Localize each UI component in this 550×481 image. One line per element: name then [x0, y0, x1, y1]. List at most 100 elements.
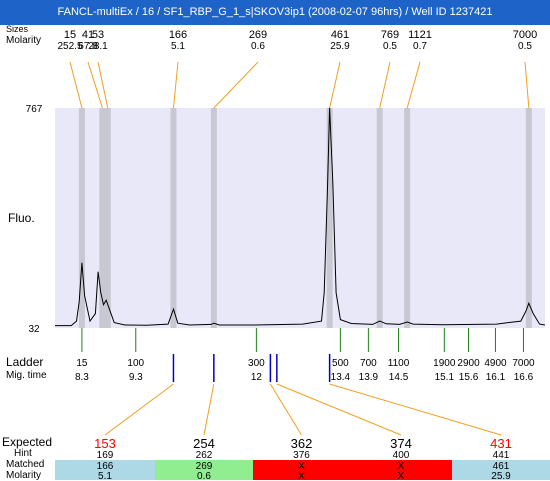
expected-size: 254 [193, 436, 215, 451]
ladder-label: Ladder [6, 355, 44, 369]
peak-molarity-label: 0.7 [413, 41, 427, 52]
expected-callout-line [104, 383, 174, 436]
plot-area [55, 108, 545, 328]
molarity-value: X [298, 471, 305, 480]
molarity-label: Molarity [6, 35, 42, 46]
hint-value: 400 [393, 450, 410, 461]
peak-callout-line [87, 61, 103, 109]
peak-callout-line [524, 61, 530, 109]
peak-size-label: 269 [249, 29, 267, 41]
match-status-cell [55, 460, 155, 480]
matched-value: X [298, 461, 305, 472]
ladder-migtime-label: 8.3 [75, 372, 89, 383]
fluorescence-trace [55, 107, 546, 327]
peak-band [210, 108, 217, 328]
expected-label: Expected [2, 435, 53, 449]
expected-callout-line [276, 383, 402, 436]
peak-molarity-label: 0.6 [251, 41, 265, 52]
ladder-migtime-label: 16.6 [514, 372, 534, 383]
molarity-value: X [398, 471, 405, 480]
peak-molarity-label: 0.5 [518, 41, 532, 52]
matched-value: 269 [196, 461, 213, 472]
window-title: FANCL-multiEx / 16 / SF1_RBP_G_1_s|SKOV3… [0, 0, 550, 25]
peak-size-label: 41 [82, 29, 94, 41]
peak-band [376, 108, 383, 328]
ladder-size-label: 300 [248, 358, 265, 369]
ladder-size-label: 100 [127, 358, 144, 369]
ladder-migtime-label: 16.1 [486, 372, 506, 383]
peak-size-label: 461 [331, 29, 349, 41]
molarity-value: 0.6 [197, 471, 211, 480]
mig-time-label: Mig. time [6, 370, 47, 381]
peak-band [104, 108, 111, 328]
peak-band [525, 108, 532, 328]
hint-value: 169 [97, 450, 114, 461]
ladder-migtime-label: 13.9 [359, 372, 379, 383]
expected-callout-line [269, 383, 302, 436]
y-tick-label: 767 [26, 104, 43, 115]
peak-size-label: 1121 [408, 29, 432, 41]
peak-band [326, 108, 333, 328]
ladder-size-label: 500 [332, 358, 349, 369]
hint-value: 441 [493, 450, 510, 461]
peak-callout-line [406, 61, 421, 109]
hint-value: 376 [293, 450, 310, 461]
expected-size: 362 [291, 436, 313, 451]
peak-size-label: 769 [381, 29, 399, 41]
ladder-size-label: 2900 [457, 358, 480, 369]
y-tick-label: 32 [28, 324, 40, 335]
ladder-size-label: 15 [76, 358, 88, 369]
peak-callout-line [213, 61, 259, 109]
ladder-size-label: 700 [360, 358, 377, 369]
peak-callout-line [379, 61, 391, 109]
ladder-migtime-label: 13.4 [331, 372, 351, 383]
match-status-cell [452, 460, 550, 480]
peak-molarity-label: 0.5 [383, 41, 397, 52]
peak-size-label: 53 [92, 29, 104, 41]
match-status-cell [253, 460, 350, 480]
ladder-size-label: 1100 [388, 358, 410, 369]
peak-callout-line [97, 61, 109, 109]
ladder-size-label: 1900 [433, 358, 456, 369]
sizes-label: Sizes [6, 24, 29, 34]
expected-callout-line [329, 383, 502, 436]
peak-molarity-label: 252.5 [57, 41, 82, 52]
ladder-migtime-label: 9.3 [129, 372, 143, 383]
peak-band [404, 108, 411, 328]
ladder-size-label: 4900 [484, 358, 507, 369]
matched-value: 461 [493, 461, 510, 472]
ladder-size-label: 7000 [512, 358, 535, 369]
peak-molarity-label: 28.1 [88, 41, 108, 52]
ladder-migtime-label: 14.5 [389, 372, 409, 383]
molarity-table-label: Molarity [6, 470, 42, 481]
peak-molarity-label: 5.1 [171, 41, 185, 52]
molarity-value: 25.9 [491, 471, 511, 480]
peak-callout-line [329, 61, 341, 109]
matched-value: 166 [97, 461, 114, 472]
peak-size-label: 166 [169, 29, 187, 41]
peak-callout-line [69, 61, 83, 109]
peak-size-label: 7000 [513, 29, 537, 41]
hint-value: 262 [196, 450, 213, 461]
expected-size: 374 [390, 436, 412, 451]
expected-size: 431 [490, 436, 512, 451]
molarity-value: 5.1 [98, 471, 112, 480]
peak-callout-line [172, 61, 179, 109]
match-status-cell [155, 460, 253, 480]
expected-size: 153 [94, 436, 116, 451]
peak-molarity-label: 67.8 [78, 41, 98, 52]
ladder-migtime-label: 15.6 [459, 372, 479, 383]
peak-band [170, 108, 177, 328]
peak-molarity-label: 25.9 [330, 41, 350, 52]
matched-value: X [398, 461, 405, 472]
peak-band [78, 108, 85, 328]
matched-label: Matched [6, 459, 45, 470]
match-status-cell [350, 460, 452, 480]
expected-callout-line [203, 383, 215, 436]
peak-size-label: 15 [64, 29, 76, 41]
hint-label: Hint [14, 448, 32, 459]
ladder-migtime-label: 15.1 [435, 372, 455, 383]
fluo-axis-label: Fluo. [8, 211, 35, 225]
